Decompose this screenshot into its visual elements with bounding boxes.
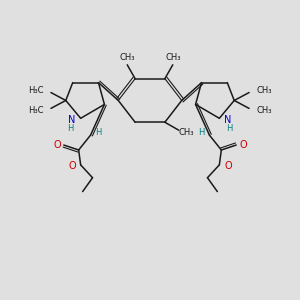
Text: H: H [95, 128, 102, 137]
Text: H₃C: H₃C [28, 86, 44, 95]
Text: H₃C: H₃C [28, 106, 44, 115]
Text: CH₃: CH₃ [256, 106, 272, 115]
Text: CH₃: CH₃ [179, 128, 194, 137]
Text: O: O [239, 140, 247, 150]
Text: N: N [68, 115, 76, 125]
Text: CH₃: CH₃ [165, 53, 181, 62]
Text: CH₃: CH₃ [119, 53, 135, 62]
Text: CH₃: CH₃ [256, 86, 272, 95]
Text: O: O [68, 161, 76, 171]
Text: H: H [198, 128, 205, 137]
Text: O: O [224, 161, 232, 171]
Text: H: H [67, 124, 74, 133]
Text: N: N [224, 115, 232, 125]
Text: O: O [53, 140, 61, 150]
Text: H: H [226, 124, 233, 133]
